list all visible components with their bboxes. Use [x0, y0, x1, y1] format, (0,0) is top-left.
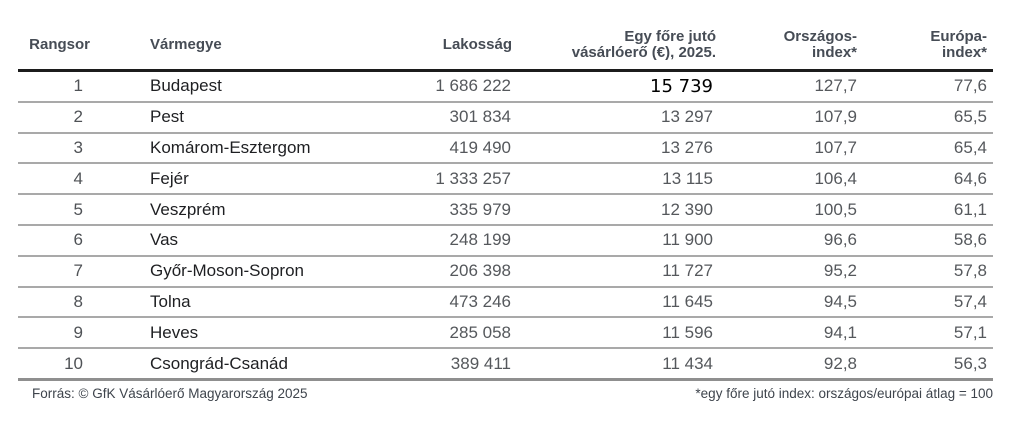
- header-national-index-line2: index*: [811, 44, 857, 61]
- europe-index-cell: 64,6: [858, 163, 993, 196]
- rank-cell: 6: [18, 224, 90, 257]
- purchasing-power-cell: 11 645: [512, 286, 716, 319]
- table-header: Rangsor Vármegye Lakosság Egy főre jutó …: [18, 25, 993, 72]
- purchasing-power-cell: 13 276: [512, 132, 716, 165]
- table-row: 7 Győr-Moson-Sopron 206 398 11 727 95,2 …: [18, 255, 993, 288]
- purchasing-power-cell: 11 727: [512, 255, 716, 288]
- purchasing-power-cell: 11 434: [512, 348, 716, 381]
- europe-index-cell: 65,5: [858, 101, 993, 134]
- table-row: 6 Vas 248 199 11 900 96,6 58,6: [18, 224, 993, 257]
- table-row: 4 Fejér 1 333 257 13 115 106,4 64,6: [18, 163, 993, 196]
- table-row: 5 Veszprém 335 979 12 390 100,5 61,1: [18, 194, 993, 226]
- rank-cell: 5: [18, 194, 90, 226]
- national-index-cell: 95,2: [716, 255, 858, 288]
- header-europe-index: Európa- index*: [858, 25, 993, 72]
- table-row: 3 Komárom-Esztergom 419 490 13 276 107,7…: [18, 132, 993, 165]
- ranking-table: Rangsor Vármegye Lakosság Egy főre jutó …: [18, 25, 993, 381]
- population-cell: 335 979: [350, 194, 512, 226]
- national-index-cell: 107,9: [716, 101, 858, 134]
- rank-cell: 1: [18, 70, 90, 103]
- header-rank-label: Rangsor: [29, 36, 90, 53]
- header-rank: Rangsor: [18, 25, 90, 72]
- national-index-cell: 106,4: [716, 163, 858, 196]
- header-national-index-line1: Országos-: [783, 28, 857, 45]
- rank-cell: 4: [18, 163, 90, 196]
- national-index-cell: 100,5: [716, 194, 858, 226]
- county-cell: Fejér: [90, 163, 350, 196]
- table-footer: Forrás: © GfK Vásárlóerő Magyarország 20…: [18, 385, 993, 402]
- table-row: 8 Tolna 473 246 11 645 94,5 57,4: [18, 286, 993, 319]
- table-body: 1 Budapest 1 686 222 15 739 127,7 77,6 2…: [18, 70, 993, 381]
- population-cell: 248 199: [350, 224, 512, 257]
- population-cell: 1 333 257: [350, 163, 512, 196]
- header-europe-index-line1: Európa-: [930, 28, 987, 45]
- county-cell: Heves: [90, 317, 350, 350]
- purchasing-power-cell: 13 297: [512, 101, 716, 134]
- county-cell: Budapest: [90, 70, 350, 103]
- europe-index-cell: 65,4: [858, 132, 993, 165]
- table-row: 1 Budapest 1 686 222 15 739 127,7 77,6: [18, 70, 993, 103]
- purchasing-power-cell: 11 900: [512, 224, 716, 257]
- header-row: Rangsor Vármegye Lakosság Egy főre jutó …: [18, 25, 993, 72]
- header-europe-index-line2: index*: [941, 44, 987, 61]
- purchasing-power-cell: 15 739: [512, 70, 716, 103]
- population-cell: 419 490: [350, 132, 512, 165]
- county-cell: Veszprém: [90, 194, 350, 226]
- source-note: Forrás: © GfK Vásárlóerő Magyarország 20…: [32, 386, 308, 401]
- population-cell: 301 834: [350, 101, 512, 134]
- europe-index-cell: 57,1: [858, 317, 993, 350]
- population-cell: 206 398: [350, 255, 512, 288]
- purchasing-power-cell: 13 115: [512, 163, 716, 196]
- header-population: Lakosság: [350, 25, 512, 72]
- population-cell: 1 686 222: [350, 70, 512, 103]
- header-population-label: Lakosság: [442, 36, 512, 53]
- europe-index-cell: 58,6: [858, 224, 993, 257]
- county-cell: Vas: [90, 224, 350, 257]
- rank-cell: 10: [18, 348, 90, 381]
- header-national-index: Országos- index*: [716, 25, 858, 72]
- population-cell: 473 246: [350, 286, 512, 319]
- header-county: Vármegye: [90, 25, 350, 72]
- table-row: 2 Pest 301 834 13 297 107,9 65,5: [18, 101, 993, 134]
- national-index-cell: 107,7: [716, 132, 858, 165]
- header-purchasing-power-line1: Egy főre jutó: [624, 28, 716, 45]
- header-county-label: Vármegye: [150, 36, 222, 53]
- rank-cell: 7: [18, 255, 90, 288]
- europe-index-cell: 57,4: [858, 286, 993, 319]
- rank-cell: 9: [18, 317, 90, 350]
- europe-index-cell: 61,1: [858, 194, 993, 226]
- county-cell: Komárom-Esztergom: [90, 132, 350, 165]
- national-index-cell: 96,6: [716, 224, 858, 257]
- county-cell: Győr-Moson-Sopron: [90, 255, 350, 288]
- header-purchasing-power: Egy főre jutó vásárlóerő (€), 2025.: [512, 25, 716, 72]
- county-cell: Pest: [90, 101, 350, 134]
- purchasing-power-cell: 12 390: [512, 194, 716, 226]
- europe-index-cell: 77,6: [858, 70, 993, 103]
- county-cell: Csongrád-Csanád: [90, 348, 350, 381]
- national-index-cell: 92,8: [716, 348, 858, 381]
- population-cell: 285 058: [350, 317, 512, 350]
- rank-cell: 3: [18, 132, 90, 165]
- national-index-cell: 94,1: [716, 317, 858, 350]
- population-cell: 389 411: [350, 348, 512, 381]
- europe-index-cell: 56,3: [858, 348, 993, 381]
- europe-index-cell: 57,8: [858, 255, 993, 288]
- purchasing-power-cell: 11 596: [512, 317, 716, 350]
- rank-cell: 8: [18, 286, 90, 319]
- table-row: 9 Heves 285 058 11 596 94,1 57,1: [18, 317, 993, 350]
- header-purchasing-power-line2: vásárlóerő (€), 2025.: [571, 44, 716, 61]
- county-cell: Tolna: [90, 286, 350, 319]
- rank-cell: 2: [18, 101, 90, 134]
- index-footnote: *egy főre jutó index: országos/európai á…: [695, 386, 993, 401]
- national-index-cell: 127,7: [716, 70, 858, 103]
- table-row: 10 Csongrád-Csanád 389 411 11 434 92,8 5…: [18, 348, 993, 381]
- national-index-cell: 94,5: [716, 286, 858, 319]
